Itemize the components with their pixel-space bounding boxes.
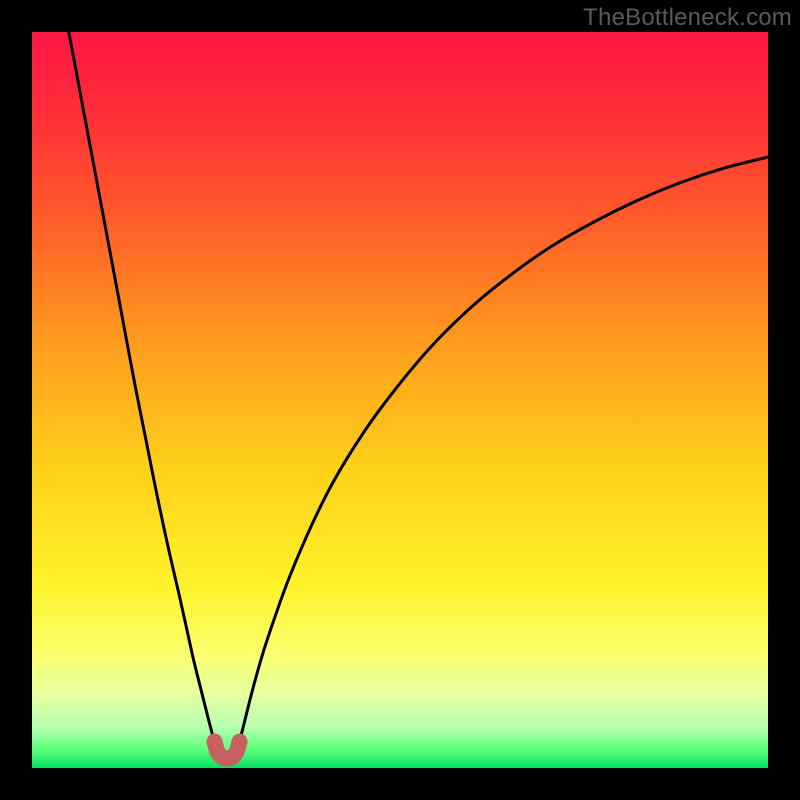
plot-svg bbox=[32, 32, 768, 768]
gradient-background bbox=[32, 32, 768, 768]
plot-area bbox=[32, 32, 768, 768]
watermark-text: TheBottleneck.com bbox=[583, 4, 792, 32]
chart-canvas: TheBottleneck.com bbox=[0, 0, 800, 800]
